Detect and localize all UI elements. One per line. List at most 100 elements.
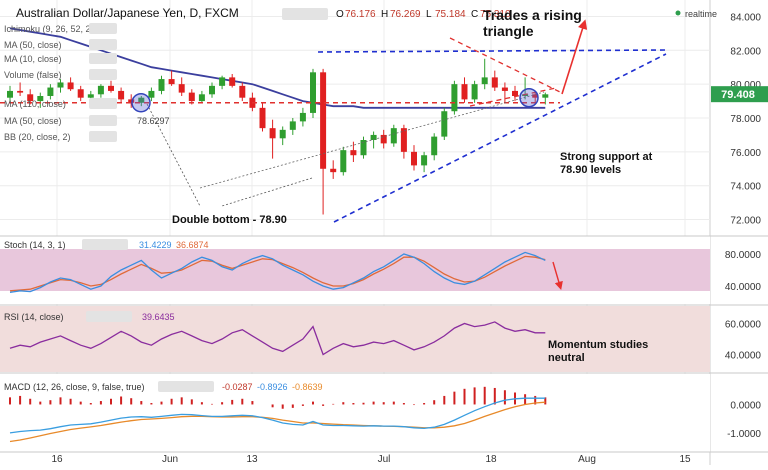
candle-body [421, 155, 428, 166]
support-annotation-line1: Strong support at [560, 151, 653, 163]
candle-body [340, 150, 347, 173]
macd-tick-label: 0.0000 [730, 400, 761, 411]
candle-body [57, 82, 64, 88]
rsi-label: RSI (14, close) [4, 312, 64, 322]
macd-controls[interactable] [158, 381, 214, 392]
rsi-controls[interactable] [86, 311, 132, 322]
candle-body [97, 85, 104, 95]
y-tick-label: 80.000 [730, 80, 761, 91]
candles [7, 58, 549, 215]
support-annotation-line2: 78.90 levels [560, 164, 621, 176]
candle-body [17, 90, 24, 93]
candle-body [77, 89, 84, 98]
stoch-tick-label: 80.0000 [725, 250, 762, 261]
y-tick-label: 74.000 [730, 182, 761, 193]
macd-value: -0.8926 [257, 382, 288, 392]
ohlc-value: 75.184 [435, 9, 466, 20]
stoch-tick-label: 40.0000 [725, 282, 762, 293]
indicator-controls[interactable] [89, 69, 117, 80]
indicator-label: MA (50, close) [4, 40, 62, 50]
x-tick-label: 16 [51, 454, 63, 465]
candle-body [148, 90, 155, 98]
current-price-marker [519, 87, 539, 108]
ohlc-value: 76.176 [345, 9, 376, 20]
candle-body [370, 134, 377, 140]
indicator-controls[interactable] [89, 23, 117, 34]
candle-body [37, 96, 44, 102]
double-bottom-pointer-left [146, 103, 201, 207]
x-tick-label: Jul [378, 454, 391, 465]
macd-tick-label: -1.0000 [727, 429, 761, 440]
indicator-value: 78.6297 [137, 116, 170, 126]
candle-body [380, 134, 387, 144]
candle-body [411, 151, 417, 166]
indicator-series [9, 251, 547, 443]
candle-body [471, 84, 478, 100]
candle-body [259, 107, 266, 129]
realtime-label: realtime [685, 9, 717, 19]
candle-body [108, 85, 114, 91]
indicator-controls[interactable] [89, 131, 117, 142]
rsi-tick-label: 40.0000 [725, 351, 762, 362]
candle-body [542, 94, 549, 98]
ma-line [9, 27, 546, 109]
ohlc-label: C [471, 9, 478, 20]
small-triangle-upper [449, 37, 561, 93]
ohlc-label: O [336, 9, 344, 20]
indicator-controls[interactable] [89, 98, 117, 109]
candle-body [400, 128, 407, 152]
candle-body [138, 97, 145, 103]
candle-body [27, 94, 34, 102]
y-tick-label: 84.000 [730, 12, 761, 23]
candle-body [229, 77, 236, 86]
momentum-annotation-line1: Momentum studies [548, 339, 648, 351]
candle-body [431, 136, 438, 156]
candle-body [219, 77, 226, 86]
candle-body [441, 111, 448, 137]
stoch-controls[interactable] [82, 239, 128, 250]
current-price-value: 79.408 [721, 89, 755, 101]
candle-body [279, 129, 286, 139]
breakout-arrow [561, 19, 588, 95]
realtime-dot [675, 10, 681, 16]
y-tick-label: 76.000 [730, 148, 761, 159]
candle-body [87, 94, 94, 98]
candle-body [390, 128, 397, 144]
y-tick-label: 72.000 [730, 216, 761, 227]
ohlc-label: L [426, 9, 432, 20]
double-bottom-annotation: Double bottom - 78.90 [172, 214, 287, 226]
indicator-label: MA (50, close) [4, 116, 62, 126]
indicator-controls[interactable] [89, 39, 117, 50]
indicator-label: MA (10, close) [4, 54, 62, 64]
candle-body [239, 85, 246, 98]
candle-body [67, 82, 74, 90]
indicator-label: Ichimoku (9, 26, 52, 26) [4, 24, 99, 34]
candle-body [350, 150, 357, 156]
y-tick-label: 82.000 [730, 46, 761, 57]
x-tick-label: Aug [578, 454, 596, 465]
candle-body [481, 77, 488, 85]
x-tick-label: 18 [485, 454, 497, 465]
candle-body [330, 168, 337, 173]
pattern-annotation-line1: Trades a rising [483, 7, 582, 23]
rsi-line [9, 321, 546, 356]
stoch-k-line [9, 251, 546, 294]
indicator-controls[interactable] [89, 115, 117, 126]
macd-label: MACD (12, 26, close, 9, false, true) [4, 382, 145, 392]
small-triangle-lower [469, 87, 557, 107]
indicator-label: MA (110, close) [4, 99, 66, 109]
stoch-label: Stoch (14, 3, 1) [4, 240, 66, 250]
candle-body [178, 84, 185, 93]
macd-signal-value: -0.8639 [292, 382, 323, 392]
candle-body [320, 72, 327, 169]
indicator-controls[interactable] [89, 53, 117, 64]
candle-body [451, 84, 458, 112]
chart-title: Australian Dollar/Japanese Yen, D, FXCM [16, 6, 239, 20]
candle-body [522, 94, 529, 96]
title-controls[interactable] [282, 8, 328, 20]
double-bottom-marker [131, 93, 151, 113]
candle-body [198, 94, 205, 102]
candle-body [158, 79, 165, 91]
candle-body [47, 87, 54, 96]
